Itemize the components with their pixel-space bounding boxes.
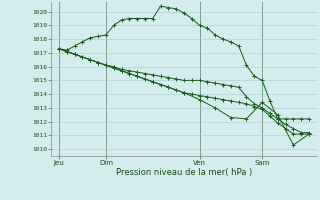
X-axis label: Pression niveau de la mer( hPa ): Pression niveau de la mer( hPa ) xyxy=(116,168,252,177)
